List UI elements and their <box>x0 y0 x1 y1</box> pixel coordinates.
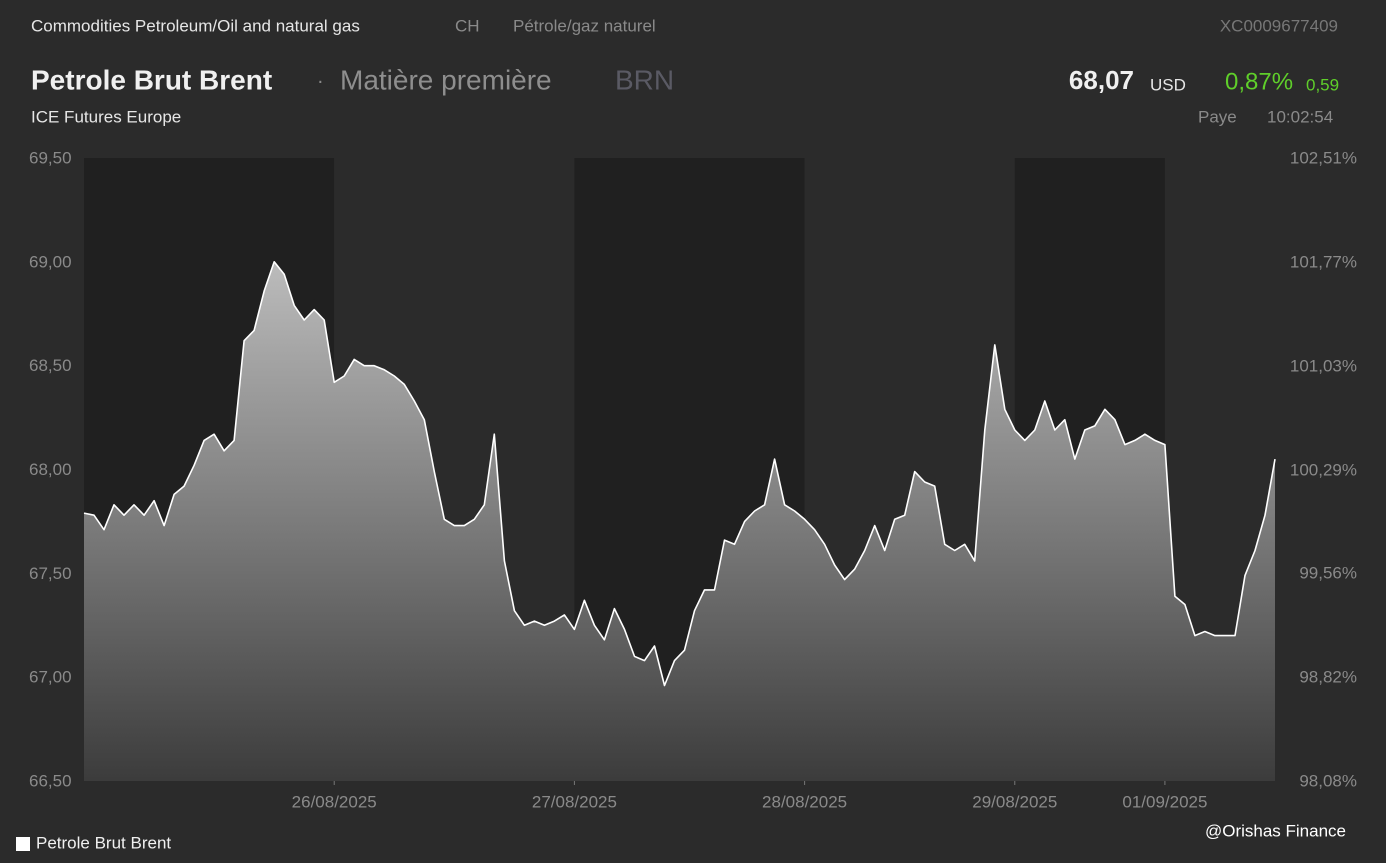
change: 0,59 <box>1306 75 1339 94</box>
exchange: ICE Futures Europe <box>31 107 181 126</box>
instrument-name: Petrole Brut Brent <box>31 64 272 95</box>
y2-tick-label: 100,29% <box>1290 461 1357 480</box>
x-tick-label: 28/08/2025 <box>762 792 847 811</box>
y-tick-label: 67,00 <box>29 668 72 687</box>
country: CH <box>455 16 480 35</box>
y2-tick-label: 98,08% <box>1299 771 1357 790</box>
x-tick-label: 29/08/2025 <box>972 792 1057 811</box>
currency: USD <box>1150 75 1186 94</box>
legend-swatch <box>16 837 30 851</box>
y-tick-label: 68,00 <box>29 460 72 479</box>
isin: XC0009677409 <box>1220 16 1338 35</box>
y-tick-label: 66,50 <box>29 771 72 790</box>
x-tick-label: 27/08/2025 <box>532 792 617 811</box>
symbol: BRN <box>615 64 674 95</box>
y-tick-label: 69,50 <box>29 148 72 167</box>
y-tick-label: 67,50 <box>29 564 72 583</box>
price: 68,07 <box>1069 65 1134 95</box>
y2-tick-label: 101,77% <box>1290 253 1357 272</box>
x-tick-label: 01/09/2025 <box>1122 792 1207 811</box>
y-tick-label: 68,50 <box>29 356 72 375</box>
y2-tick-label: 101,03% <box>1290 357 1357 376</box>
watermark: @Orishas Finance <box>1205 821 1346 840</box>
area <box>84 261 1275 781</box>
time: 10:02:54 <box>1267 107 1333 126</box>
kind: Matière première <box>340 64 552 95</box>
y2-tick-label: 99,56% <box>1299 563 1357 582</box>
sector: Pétrole/gaz naturel <box>513 16 656 35</box>
separator: · <box>317 70 324 92</box>
category: Commodities Petroleum/Oil and natural ga… <box>31 16 360 35</box>
y2-tick-label: 102,51% <box>1290 148 1357 167</box>
line <box>83 261 1276 687</box>
legend-label: Petrole Brut Brent <box>36 833 171 852</box>
change-pct: 0,87% <box>1225 68 1293 95</box>
status: Paye <box>1198 107 1237 126</box>
y2-tick-label: 98,82% <box>1299 667 1357 686</box>
y-tick-label: 69,00 <box>29 252 72 271</box>
x-tick-label: 26/08/2025 <box>292 792 377 811</box>
